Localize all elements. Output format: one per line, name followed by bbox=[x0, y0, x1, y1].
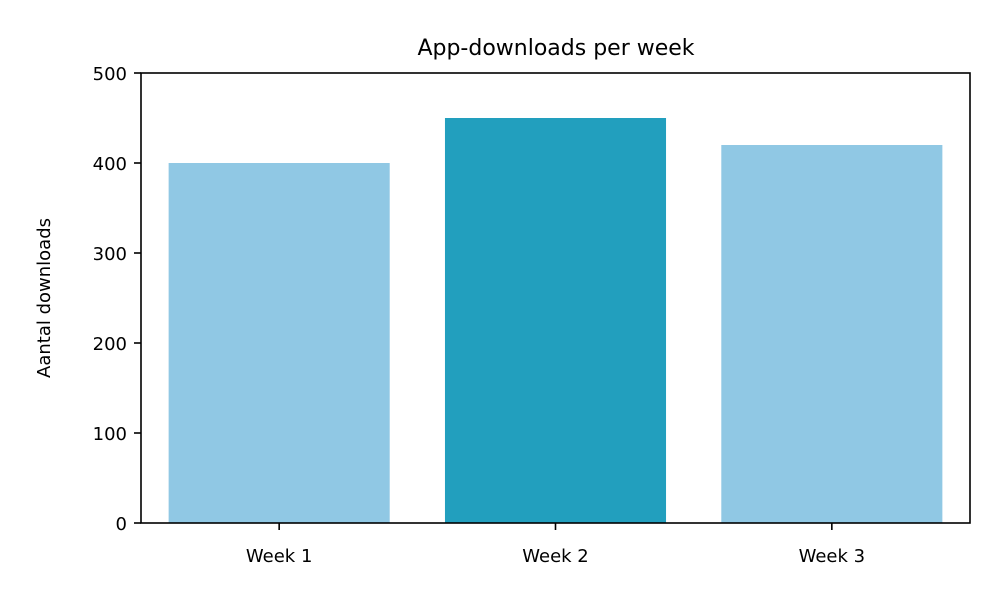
y-axis-label: Aantal downloads bbox=[34, 218, 55, 378]
y-tick-label: 100 bbox=[93, 424, 127, 445]
bar-2 bbox=[444, 118, 667, 523]
y-tick-label: 0 bbox=[116, 514, 127, 535]
x-tick-label: Week 1 bbox=[246, 546, 313, 567]
chart-title: App-downloads per week bbox=[417, 36, 694, 61]
x-axis: Week 1 Week 2 Week 3 bbox=[246, 523, 865, 567]
x-tick-label: Week 3 bbox=[799, 546, 866, 567]
plot-frame bbox=[140, 72, 971, 524]
y-tick-label: 500 bbox=[93, 64, 127, 85]
bars-group bbox=[168, 118, 943, 523]
x-tick-label: Week 2 bbox=[522, 546, 589, 567]
y-tick-label: 400 bbox=[93, 154, 127, 175]
bar-1 bbox=[168, 163, 390, 523]
y-axis: 0 100 200 300 400 500 bbox=[93, 64, 141, 535]
bar-3 bbox=[721, 145, 943, 523]
y-tick-label: 200 bbox=[93, 334, 127, 355]
y-tick-label: 300 bbox=[93, 244, 127, 265]
